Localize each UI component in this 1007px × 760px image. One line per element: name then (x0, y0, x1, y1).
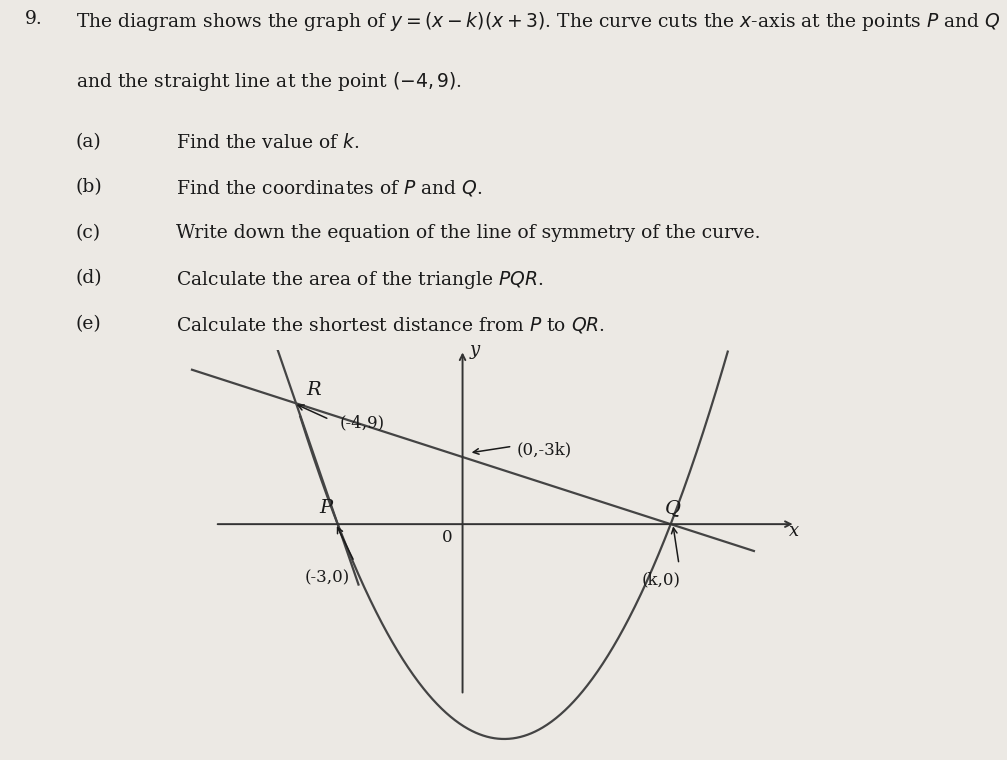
Text: (c): (c) (76, 223, 101, 242)
Text: x: x (789, 522, 800, 540)
Text: Q: Q (665, 499, 681, 518)
Text: Calculate the shortest distance from $P$ to $QR$.: Calculate the shortest distance from $P$… (176, 315, 605, 334)
Text: (b): (b) (76, 179, 103, 196)
Text: R: R (306, 382, 321, 399)
Text: Calculate the area of the triangle $PQR$.: Calculate the area of the triangle $PQR$… (176, 269, 544, 291)
Text: (k,0): (k,0) (641, 572, 681, 588)
Text: (-3,0): (-3,0) (304, 569, 349, 586)
Text: 9.: 9. (25, 11, 43, 28)
Text: y: y (470, 341, 480, 359)
Text: and the straight line at the point $(-4, 9)$.: and the straight line at the point $(-4,… (76, 70, 461, 93)
Text: P: P (319, 499, 332, 518)
Text: Find the value of $k$.: Find the value of $k$. (176, 133, 361, 152)
Text: (-4,9): (-4,9) (339, 414, 385, 432)
Text: The diagram shows the graph of $y=(x-k)(x+3)$. The curve cuts the $x$-axis at th: The diagram shows the graph of $y=(x-k)(… (76, 11, 1001, 33)
Text: 0: 0 (442, 529, 452, 546)
Text: (a): (a) (76, 133, 102, 150)
Text: Write down the equation of the line of symmetry of the curve.: Write down the equation of the line of s… (176, 223, 760, 242)
Text: (e): (e) (76, 315, 102, 333)
Text: Find the coordinates of $P$ and $Q$.: Find the coordinates of $P$ and $Q$. (176, 179, 483, 198)
Text: (0,-3k): (0,-3k) (517, 442, 572, 458)
Text: (d): (d) (76, 269, 102, 287)
